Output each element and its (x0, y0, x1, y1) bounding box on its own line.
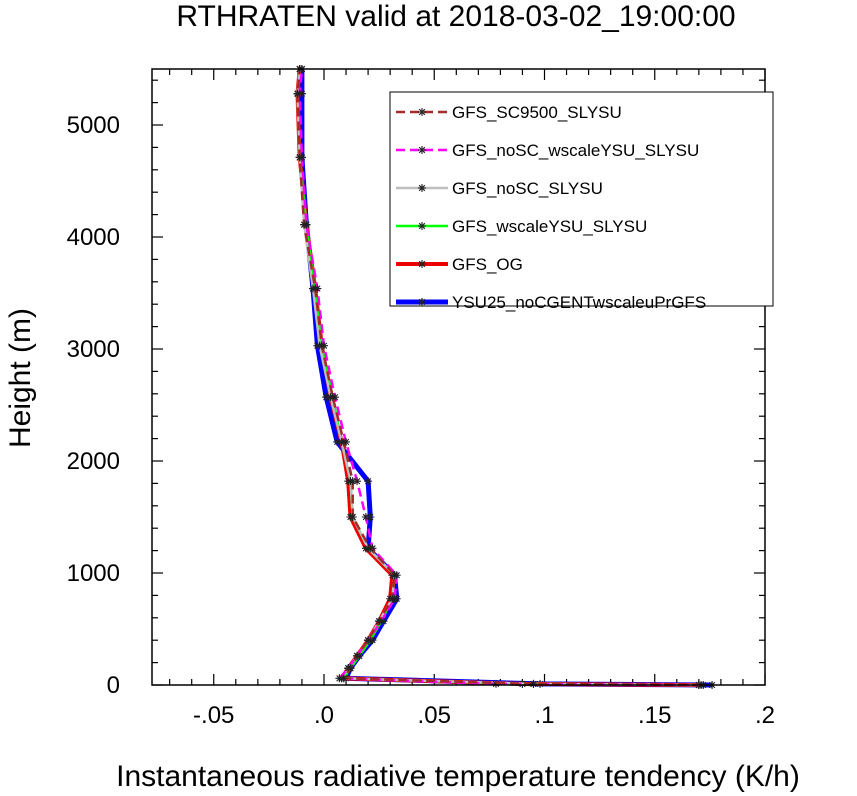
series-point (375, 617, 384, 626)
legend-entry: GFS_OG (396, 255, 523, 274)
legend-entry: YSU25_noCGENTwscaleuPrGFS (396, 293, 706, 312)
series-point (339, 437, 348, 446)
series-point (311, 284, 320, 293)
x-tick-label: .0 (314, 702, 334, 729)
legend-marker (418, 184, 426, 192)
series-point (390, 571, 399, 580)
series-point (361, 513, 370, 521)
series-point (388, 594, 397, 603)
legend-entry: GFS_noSC_wscaleYSU_SLYSU (396, 141, 699, 160)
legend-marker (418, 260, 426, 268)
x-tick-label: .05 (418, 702, 451, 729)
plot-frame (151, 68, 766, 686)
legend-entry: GFS_SC9500_SLYSU (396, 103, 622, 122)
series-point (366, 513, 375, 521)
series-line (296, 68, 702, 687)
series-point (364, 477, 373, 486)
y-tick-label: 5000 (67, 112, 120, 139)
y-tick-label: 4000 (67, 224, 120, 251)
series-point (293, 89, 302, 98)
series-point (322, 393, 331, 402)
series-point (366, 544, 375, 553)
legend-entry: GFS_noSC_SLYSU (396, 179, 603, 198)
chart-title: RTHRATEN valid at 2018-03-02_19:00:00 (176, 0, 735, 33)
series-point (335, 674, 344, 683)
series-point (348, 477, 357, 486)
legend: GFS_SC9500_SLYSU GFS_noSC_wscaleYSU_SLYSU… (389, 91, 774, 312)
series-point (300, 220, 309, 229)
legend-label: GFS_SC9500_SLYSU (452, 103, 622, 122)
x-tick-label: -.05 (193, 702, 234, 729)
y-tick-label: 3000 (67, 336, 120, 363)
series-point (353, 651, 362, 660)
y-axis-label: Height (m) (4, 308, 37, 448)
x-tick-labels: -.05 .0 .05 .1 .15 .2 (193, 702, 775, 729)
legend-label: YSU25_noCGENTwscaleuPrGFS (452, 293, 706, 312)
y-tick-label: 0 (107, 672, 120, 699)
legend-marker (418, 298, 426, 306)
series-point (339, 674, 348, 683)
x-axis-label: Instantaneous radiative temperature tend… (116, 760, 800, 793)
legend-marker (418, 146, 426, 154)
y-tick-label: 1000 (67, 560, 120, 587)
x-tick-label: .1 (534, 702, 554, 729)
legend-marker (418, 222, 426, 230)
legend-box (389, 91, 774, 307)
legend-label: GFS_wscaleYSU_SLYSU (452, 217, 647, 236)
series-point (317, 341, 326, 350)
y-tick-labels: 0 1000 2000 3000 4000 5000 (67, 112, 120, 699)
series-layer (293, 65, 717, 689)
y-tick-label: 2000 (67, 448, 120, 475)
series-point (364, 636, 373, 645)
legend-marker (418, 108, 426, 116)
legend-label: GFS_noSC_wscaleYSU_SLYSU (452, 141, 699, 160)
legend-entry: GFS_wscaleYSU_SLYSU (396, 217, 647, 236)
x-tick-label: .2 (755, 702, 775, 729)
legend-label: GFS_noSC_SLYSU (452, 179, 603, 198)
series-point (328, 393, 337, 402)
series-point (353, 477, 362, 486)
series-point (491, 679, 500, 688)
legend-label: GFS_OG (452, 255, 523, 274)
series-point (333, 437, 342, 446)
x-tick-label: .15 (638, 702, 671, 729)
series-point (346, 664, 355, 673)
series-point (529, 679, 538, 688)
series-point (348, 513, 357, 521)
series-point (295, 153, 304, 162)
